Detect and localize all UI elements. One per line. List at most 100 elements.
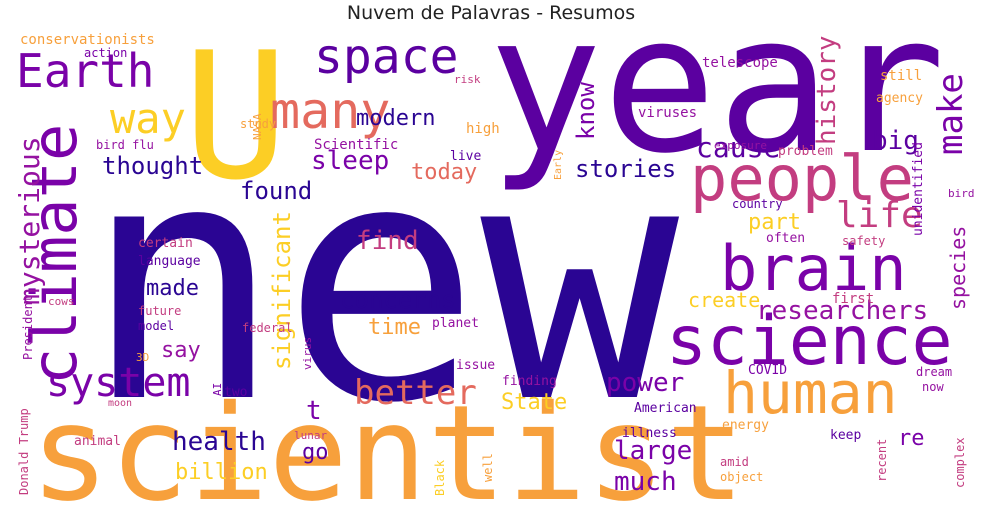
word-country: country [732, 197, 783, 211]
word-Early: Early [553, 149, 564, 180]
word-language: language [138, 254, 201, 269]
word-modern: modern [356, 106, 436, 131]
word-model: model [138, 319, 175, 333]
word-high: high [466, 121, 500, 137]
word-Black: Black [433, 459, 447, 496]
word-AI: AI [211, 382, 224, 396]
word-cows: cows [48, 295, 75, 308]
word-sleep: sleep [311, 146, 390, 176]
word-new: new [83, 91, 680, 475]
word-time: time [368, 315, 421, 340]
word-much: much [614, 467, 677, 497]
word-Scientific: Scientific [314, 137, 399, 153]
word-keep: keep [830, 428, 862, 443]
word-illness: illness [622, 426, 677, 441]
word-health: health [172, 427, 266, 457]
word-way: way [110, 94, 186, 143]
word-lunar: lunar [294, 429, 328, 442]
word-big: big [872, 126, 919, 156]
chart-title: Nuvem de Palavras - Resumos [346, 2, 636, 24]
word-bird-flu: bird flu [96, 138, 154, 152]
word-President: President [21, 294, 35, 360]
word-safety: safety [842, 234, 886, 248]
word-finding: finding [502, 374, 557, 389]
word-Earth: Earth [16, 44, 155, 98]
word-say: say [161, 338, 201, 363]
word-life: life [836, 195, 923, 236]
word-COVID: COVID [748, 363, 788, 378]
word-thought: thought [102, 152, 204, 180]
word-recent: recent [875, 438, 889, 482]
word-stories: stories [575, 155, 677, 183]
word-t: t [306, 396, 322, 426]
word-3D: 3D [136, 351, 150, 364]
word-know: know [572, 82, 600, 140]
word-action: action [84, 46, 128, 60]
word-find: find [356, 226, 419, 256]
word-risk: risk [454, 73, 481, 86]
word-scientist: scientist [30, 377, 746, 512]
word-problem: problem [778, 144, 833, 159]
word-today: today [411, 160, 478, 185]
word-concerns: concerns [340, 286, 456, 314]
word-cloud: new year scientist U people science brai… [8, 30, 974, 512]
word-found: found [240, 177, 313, 205]
word-unidentified: unidentified [911, 142, 926, 236]
word-energy: energy [722, 418, 769, 433]
word-planet: planet [432, 316, 479, 331]
word-human: human [723, 359, 898, 427]
word-species: species [946, 225, 970, 310]
word-power: power [606, 368, 685, 398]
word-significant: significant [268, 211, 296, 370]
word-go: go [302, 440, 329, 465]
word-certain: certain [138, 236, 193, 251]
word-study: study [240, 117, 277, 131]
word-complex: complex [953, 437, 967, 488]
word-part: part [748, 210, 801, 235]
word-cause: cause [696, 131, 781, 164]
word-U: U [183, 30, 289, 219]
word-two: two [224, 385, 248, 400]
word-people: people [690, 142, 914, 215]
word-billion: billion [175, 460, 268, 485]
word-conservationists: conservationists [20, 32, 155, 48]
word-animal: animal [74, 434, 121, 449]
word-first: first [832, 291, 875, 307]
word-better: better [354, 373, 477, 413]
word-re: re [898, 426, 925, 451]
word-amid: amid [720, 455, 749, 469]
word-create: create [688, 288, 761, 312]
word-exposure: exposure [714, 139, 767, 152]
word-State: State [501, 390, 568, 415]
word-dream: dream [916, 365, 953, 379]
word-live: live [450, 149, 482, 164]
word-year: year [488, 30, 946, 195]
word-moon: moon [108, 398, 133, 409]
word-often: often [766, 231, 806, 246]
word-telescope: telescope [702, 55, 778, 71]
word-Donald-Trump: Donald Trump [17, 408, 31, 495]
word-object: object [720, 470, 764, 484]
word-history: history [812, 35, 842, 145]
word-brain: brain [720, 232, 907, 305]
word-large: large [614, 436, 693, 466]
word-science: science [666, 302, 953, 381]
word-viruses: viruses [638, 105, 698, 121]
word-future: future [138, 304, 182, 318]
word-agency: agency [876, 91, 923, 106]
word-researchers: researchers [756, 296, 929, 326]
word-space: space [314, 30, 459, 85]
word-made: made [146, 276, 199, 301]
word-now: now [922, 380, 944, 394]
word-federal: federal [242, 321, 293, 335]
word-American: American [634, 401, 697, 416]
word-make: make [931, 73, 971, 155]
word-system: system [46, 360, 191, 406]
word-bird: bird [948, 187, 974, 200]
word-many: many [270, 82, 391, 140]
word-issue: issue [456, 358, 496, 373]
word-mysterious: mysterious [13, 136, 46, 305]
word-virus: virus [301, 336, 314, 370]
word-well: well [481, 453, 495, 482]
word-still: still [880, 68, 923, 84]
